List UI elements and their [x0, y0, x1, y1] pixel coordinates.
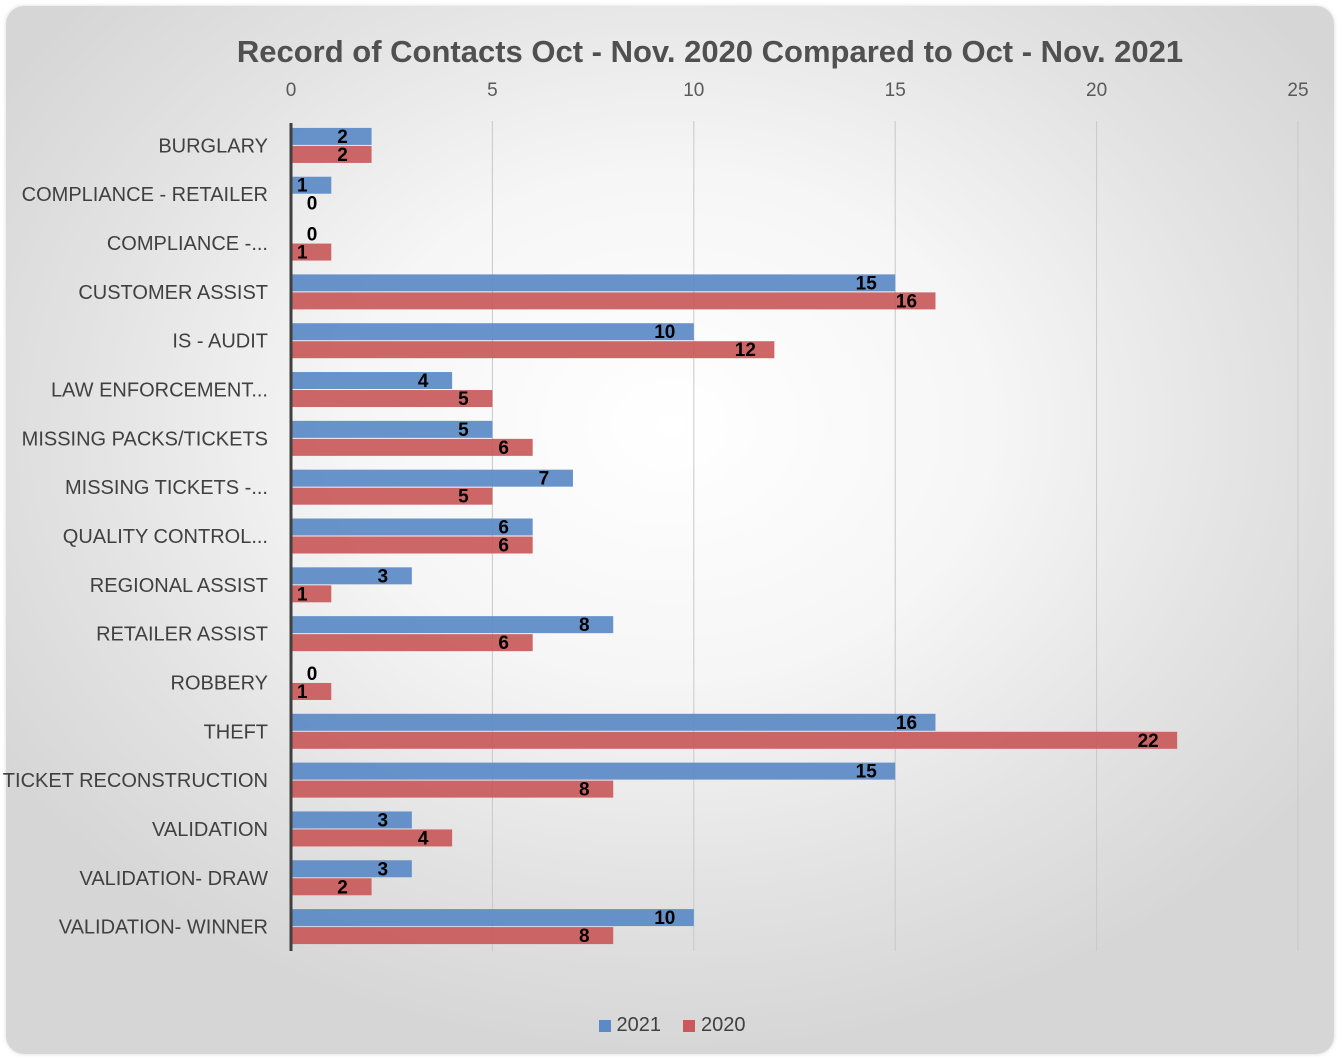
bar-2021: [291, 127, 372, 145]
y-category-label: VALIDATION: [152, 819, 268, 841]
legend-swatch-2021: [598, 1019, 611, 1032]
data-label-2020: 16: [896, 291, 917, 312]
y-category-label: LAW ENFORCEMENT...: [51, 380, 268, 402]
bar-2021: [291, 518, 533, 536]
data-label-2020: 2: [337, 877, 348, 898]
bar-2021: [291, 274, 896, 292]
x-tick-label-0: 0: [286, 80, 297, 101]
data-label-2021: 8: [579, 615, 590, 636]
data-label-2020: 8: [579, 926, 590, 947]
data-label-2020: 12: [735, 340, 756, 361]
y-category-label: ROBBERY: [171, 672, 268, 694]
y-category-label: MISSING PACKS/TICKETS: [22, 428, 268, 450]
bar-2021: [291, 616, 614, 634]
bar-2021: [291, 713, 936, 731]
legend-label-2020: 2020: [701, 1014, 746, 1036]
data-label-2020: 1: [297, 243, 308, 264]
data-label-2020: 1: [297, 584, 308, 605]
x-tick-label-25: 25: [1287, 80, 1308, 101]
x-tick-label-20: 20: [1086, 80, 1107, 101]
legend-label-2021: 2021: [616, 1014, 662, 1036]
data-label-2020: 5: [458, 389, 469, 410]
y-category-label: CUSTOMER ASSIST: [78, 282, 268, 304]
x-tick-label-5: 5: [487, 80, 498, 101]
x-tick-label-10: 10: [683, 80, 704, 101]
y-category-label: REGIONAL ASSIST: [90, 575, 268, 597]
bar-2020: [291, 682, 332, 700]
y-category-label: THEFT: [204, 721, 268, 743]
y-category-label: IS - AUDIT: [172, 331, 268, 353]
bar-2021: [291, 176, 332, 194]
bar-2021: [291, 909, 694, 927]
y-category-label: COMPLIANCE - RETAILER: [22, 184, 268, 206]
bar-2020: [291, 927, 614, 945]
data-label-2021: 0: [307, 664, 318, 685]
bar-2020: [291, 878, 372, 896]
bar-2020: [291, 585, 332, 603]
data-label-2021: 10: [654, 908, 675, 929]
bar-2020: [291, 292, 936, 310]
bar-2020: [291, 536, 533, 554]
y-category-label: TICKET RECONSTRUCTION: [3, 770, 268, 792]
y-category-label: MISSING TICKETS -...: [65, 477, 268, 499]
bar-2020: [291, 731, 1178, 749]
bar-2021: [291, 811, 412, 829]
legend-swatch-2020: [683, 1019, 695, 1032]
data-label-2021: 5: [458, 420, 469, 441]
y-category-label: QUALITY CONTROL...: [63, 526, 268, 548]
data-label-2021: 7: [539, 469, 550, 490]
y-category-label: BURGLARY: [158, 135, 268, 157]
bar-2021: [291, 372, 453, 390]
bar-2021: [291, 420, 493, 438]
bar-2020: [291, 487, 493, 505]
y-category-label: RETAILER ASSIST: [96, 624, 268, 646]
data-label-2020: 6: [498, 633, 509, 654]
data-label-2020: 0: [307, 194, 318, 215]
bar-2021: [291, 323, 694, 341]
data-label-2020: 2: [337, 145, 348, 166]
data-label-2020: 5: [458, 487, 469, 508]
bar-2020: [291, 780, 614, 798]
data-label-2021: 3: [378, 566, 389, 587]
y-category-label: COMPLIANCE -...: [107, 233, 268, 255]
data-label-2020: 6: [498, 438, 509, 459]
x-tick-label-15: 15: [885, 80, 906, 101]
data-label-2021: 6: [498, 518, 509, 539]
bar-2021: [291, 567, 412, 585]
y-category-label: VALIDATION- WINNER: [59, 917, 268, 939]
bar-2020: [291, 390, 493, 408]
bar-2020: [291, 634, 533, 652]
data-label-2021: 3: [378, 810, 389, 831]
bar-2020: [291, 829, 453, 847]
bar-2020: [291, 438, 533, 456]
legend: 2021 2020: [0, 1014, 1344, 1037]
bar-2020: [291, 341, 775, 359]
data-label-2021: 3: [378, 859, 389, 880]
data-label-2021: 1: [297, 176, 308, 197]
data-label-2021: 10: [654, 322, 675, 343]
y-category-label: VALIDATION- DRAW: [79, 868, 268, 890]
bar-2020: [291, 145, 372, 163]
data-label-2020: 22: [1138, 731, 1159, 752]
bar-2021: [291, 860, 412, 878]
data-label-2021: 16: [896, 713, 917, 734]
data-label-2021: 15: [856, 762, 878, 783]
data-label-2021: 0: [307, 225, 318, 246]
bar-2021: [291, 762, 896, 780]
chart-frame: [6, 6, 1334, 1054]
data-label-2020: 4: [418, 828, 429, 849]
data-label-2020: 8: [579, 780, 590, 801]
data-label-2020: 6: [498, 536, 509, 557]
legend-item-2020: 2020: [683, 1014, 746, 1037]
legend-item-2021: 2021: [598, 1014, 662, 1037]
data-label-2020: 1: [297, 682, 308, 703]
chart-title: Record of Contacts Oct - Nov. 2020 Compa…: [236, 34, 1184, 69]
bar-2020: [291, 243, 332, 261]
data-label-2021: 2: [337, 127, 348, 148]
data-label-2021: 4: [418, 371, 429, 392]
data-label-2021: 15: [856, 273, 878, 294]
bar-2021: [291, 469, 573, 487]
